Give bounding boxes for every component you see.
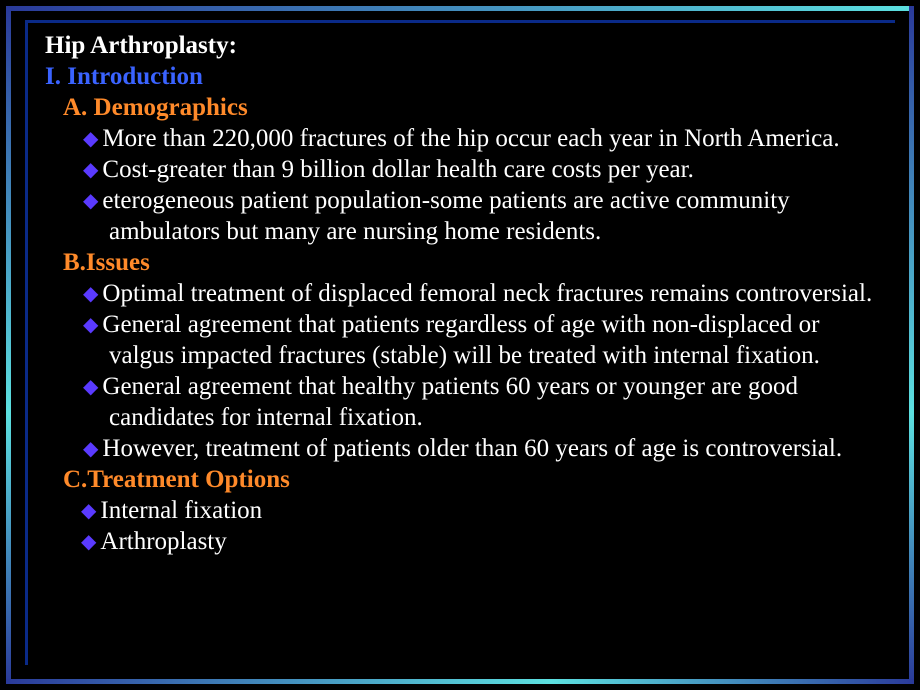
bullet-row: ◆General agreement that patients regardl… — [45, 309, 890, 371]
bullet-text: Internal fixation — [100, 497, 262, 524]
bullet-row: ◆Cost-greater than 9 billion dollar heal… — [45, 154, 890, 185]
bullet-text: General agreement that healthy patients … — [102, 373, 798, 431]
bullet-text: eterogeneous patient population-some pat… — [102, 187, 789, 245]
subhead-b: B.Issues — [45, 247, 890, 278]
bullet-text: More than 220,000 fractures of the hip o… — [102, 125, 839, 152]
diamond-icon: ◆ — [83, 128, 102, 150]
bullet-row: ◆Arthroplasty — [45, 526, 890, 557]
outer-border-bottom — [6, 679, 914, 684]
bullet-row: ◆Optimal treatment of displaced femoral … — [45, 278, 890, 309]
diamond-icon: ◆ — [83, 438, 102, 460]
diamond-icon: ◆ — [81, 500, 100, 522]
bullet-text: General agreement that patients regardle… — [102, 311, 819, 369]
subhead-a: A. Demographics — [45, 92, 890, 123]
bullet-row: ◆Internal fixation — [45, 495, 890, 526]
diamond-icon: ◆ — [83, 283, 102, 305]
diamond-icon: ◆ — [81, 531, 100, 553]
bullet-row: ◆More than 220,000 fractures of the hip … — [45, 123, 890, 154]
slide-title: Hip Arthroplasty: — [45, 32, 237, 59]
slide-content: Hip Arthroplasty: I. Introduction A. Dem… — [45, 30, 890, 670]
bullet-row: ◆eterogeneous patient population-some pa… — [45, 185, 890, 247]
bullet-text: However, treatment of patients older tha… — [102, 435, 842, 462]
subhead-c: C.Treatment Options — [45, 464, 890, 495]
diamond-icon: ◆ — [83, 314, 102, 336]
diamond-icon: ◆ — [83, 376, 102, 398]
bullet-text: Optimal treatment of displaced femoral n… — [102, 280, 872, 307]
diamond-icon: ◆ — [83, 190, 102, 212]
outer-border-top — [6, 6, 914, 11]
bullet-row: ◆General agreement that healthy patients… — [45, 371, 890, 433]
bullet-row: ◆However, treatment of patients older th… — [45, 433, 890, 464]
section-heading: I. Introduction — [45, 63, 203, 90]
bullet-text: Cost-greater than 9 billion dollar healt… — [102, 156, 693, 183]
inner-accent-left — [25, 20, 28, 665]
inner-accent-top — [25, 20, 895, 23]
diamond-icon: ◆ — [83, 159, 102, 181]
outer-border-right — [909, 6, 914, 684]
outer-border-left — [6, 6, 11, 684]
bullet-text: Arthroplasty — [100, 528, 226, 555]
